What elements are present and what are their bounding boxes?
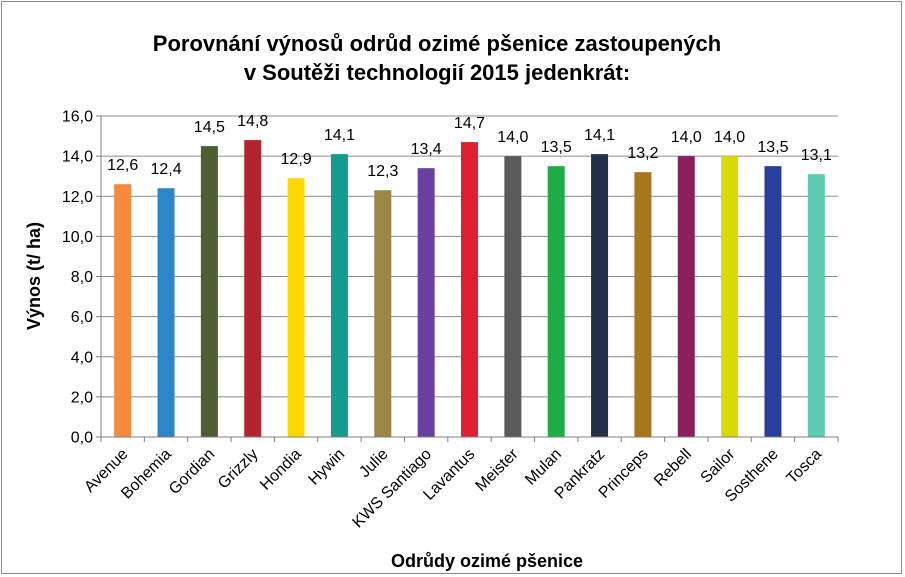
y-tick-label: 16,0 <box>62 109 93 126</box>
data-label: 13,4 <box>411 141 442 158</box>
data-label: 14,0 <box>497 129 528 146</box>
data-label: 14,5 <box>194 119 225 136</box>
x-axis-title: Odrůdy ozimé pšenice <box>391 551 583 571</box>
bar-tosca <box>807 174 825 437</box>
x-category-label: Meister <box>473 445 523 495</box>
bar-lavantus <box>461 142 478 438</box>
y-tick-label: 14,0 <box>62 149 93 166</box>
y-tick-label: 10,0 <box>62 229 93 246</box>
data-label: 14,0 <box>714 129 745 146</box>
x-category-label: Grizzly <box>215 446 262 493</box>
y-tick-label: 2,0 <box>71 389 93 406</box>
data-label: 14,7 <box>454 115 485 132</box>
y-axis-title: Výnos (t/ ha) <box>24 222 44 330</box>
bar-hondia <box>287 178 305 437</box>
bar-kws-santiago <box>417 168 435 437</box>
data-label: 13,1 <box>801 147 832 164</box>
data-label: 12,6 <box>107 157 138 174</box>
bar-hywin <box>330 154 348 437</box>
x-category-label: Julie <box>356 446 391 481</box>
bars <box>114 140 825 438</box>
bar-princeps <box>634 172 652 438</box>
bar-bohemia <box>157 188 175 437</box>
x-category-label: Hondia <box>257 446 305 494</box>
data-label: 14,1 <box>584 127 615 144</box>
data-label: 14,8 <box>237 113 268 130</box>
data-label: 14,0 <box>671 129 702 146</box>
x-category-label: Hywin <box>305 446 348 489</box>
y-tick-label: 8,0 <box>71 269 93 286</box>
y-tick-label: 6,0 <box>71 309 93 326</box>
data-labels: 12,6 12,4 14,5 14,8 12,9 14,1 12,3 13,4 14,7 14,0… <box>107 113 832 180</box>
bar-avenue <box>114 184 132 437</box>
bar-grizzly <box>244 140 262 437</box>
y-tick-label: 0,0 <box>71 430 93 447</box>
bar-meister <box>504 156 522 437</box>
bar-sailor <box>721 156 739 437</box>
bar-pankratz <box>591 154 609 437</box>
data-label: 13,5 <box>541 139 572 156</box>
x-category-label: Sailor <box>698 445 739 486</box>
data-label: 12,9 <box>281 151 312 168</box>
x-category-label: Gordian <box>166 446 218 498</box>
bar-julie <box>374 190 392 437</box>
bar-rebell <box>677 156 695 437</box>
data-label: 13,2 <box>627 145 658 162</box>
x-category-label: Tosca <box>784 446 826 488</box>
y-tick-label: 4,0 <box>71 349 93 366</box>
bar-sosthene <box>764 166 782 437</box>
bar-gordian <box>200 146 218 437</box>
chart-title-line-1: Porovnání výnosů odrůd ozimé pšenice zas… <box>153 31 721 56</box>
chart-title-line-2: v Soutěži technologií 2015 jedenkrát: <box>244 60 630 85</box>
data-label: 12,4 <box>150 161 181 178</box>
y-tick-label: 12,0 <box>62 189 93 206</box>
data-label: 12,3 <box>367 163 398 180</box>
data-label: 13,5 <box>757 139 788 156</box>
y-axis-ticks: 0,0 2,0 4,0 6,0 8,0 10,0 12,0 14,0 16,0 <box>62 109 101 447</box>
bar-mulan <box>547 166 565 437</box>
x-category-label: Rebell <box>651 446 695 490</box>
data-label: 14,1 <box>324 127 355 144</box>
